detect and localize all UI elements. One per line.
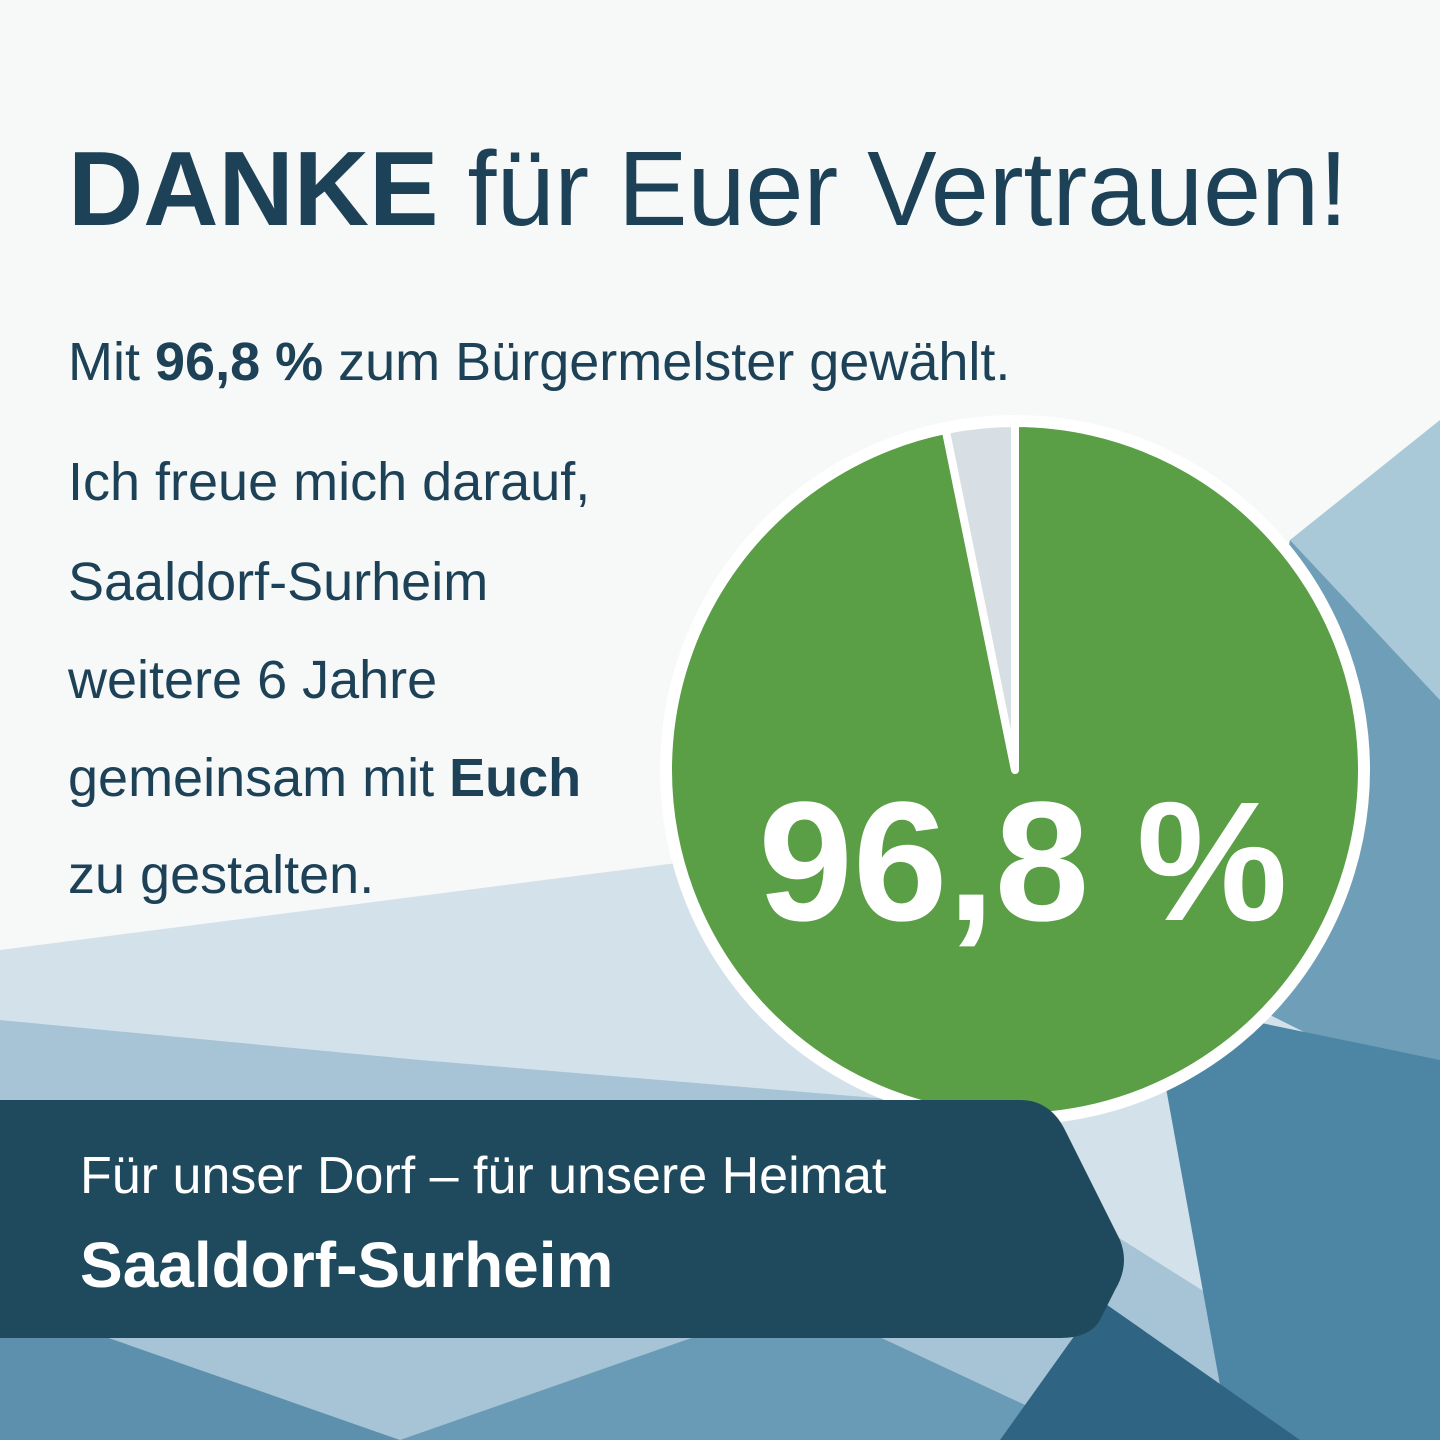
subline-end: zum Bürgermelster gewählt. — [338, 332, 1010, 392]
headline-rest: für Euer Vertrauen! — [467, 130, 1348, 248]
headline: DANKE für Euer Vertrauen! — [68, 130, 1348, 248]
pie-chart: 96,8 % — [660, 415, 1370, 1125]
pie-slice — [941, 419, 1019, 774]
message-line: Saaldorf-Surheim — [68, 552, 488, 612]
headline-bold: DANKE — [68, 130, 439, 248]
message: Ich freue mich darauf, Saaldorf-Surheim … — [67, 452, 590, 905]
subline: Mit 96,8 % zum Bürgermelster gewählt. — [68, 332, 1010, 392]
message-text: gemeinsam mit — [68, 748, 434, 808]
banner — [0, 1100, 1124, 1338]
banner-place: Saaldorf-Surheim — [80, 1229, 613, 1301]
message-line: Ich freue mich darauf, — [68, 452, 590, 512]
subline-start: Mit — [68, 332, 140, 392]
message-line: zu gestalten. — [68, 845, 374, 905]
message-line: weitere 6 Jahre — [67, 650, 437, 710]
subline-bold: 96,8 % — [155, 332, 323, 392]
pie-value-label: 96,8 % — [758, 767, 1287, 957]
message-line: gemeinsam mit Euch — [68, 748, 581, 808]
message-bold: Euch — [449, 748, 581, 808]
banner-slogan: Für unser Dorf – für unsere Heimat — [80, 1147, 887, 1205]
